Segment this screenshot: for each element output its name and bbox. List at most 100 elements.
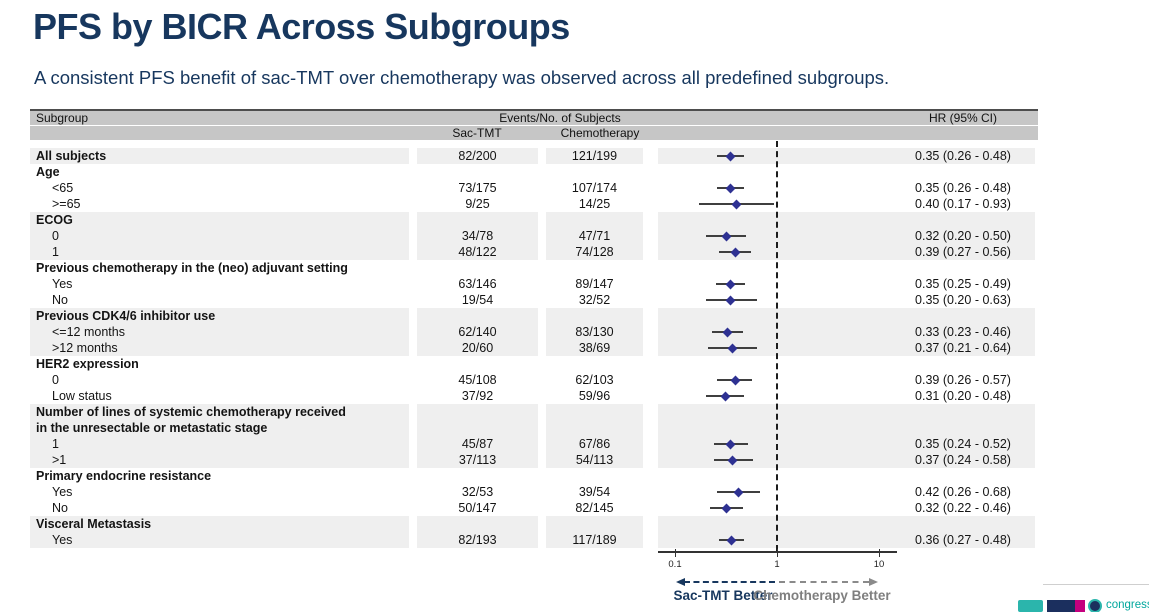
row-stripe (658, 404, 1035, 420)
row-stripe (30, 196, 409, 212)
table-row: Previous chemotherapy in the (neo) adjuv… (30, 260, 1038, 276)
row-stripe (417, 420, 538, 436)
table-row: Age (30, 164, 1038, 180)
table-row: Yes 63/146 89/147 0.35 (0.25 - 0.49) (30, 276, 1038, 292)
table-row: HER2 expression (30, 356, 1038, 372)
row-stripe (30, 420, 409, 436)
table-row: Visceral Metastasis (30, 516, 1038, 532)
subgroup-label: Previous CDK4/6 inhibitor use (36, 309, 216, 323)
subgroup-label: 0 (52, 229, 59, 243)
row-stripe (417, 228, 538, 244)
sac-tmt-events: 73/175 (458, 181, 497, 195)
esmo-congress-logo: congress (1016, 599, 1149, 612)
subgroup-label: <=12 months (52, 325, 125, 339)
row-stripe (30, 180, 409, 196)
row-stripe (546, 356, 643, 372)
arrowhead-left-icon (676, 578, 685, 586)
row-stripe (30, 340, 409, 356)
sac-tmt-events: 37/113 (458, 453, 497, 467)
logo-circle-icon (1088, 599, 1102, 612)
sac-tmt-events: 62/140 (458, 325, 497, 339)
sac-tmt-events: 48/122 (458, 245, 497, 259)
hr-ci-value: 0.31 (0.20 - 0.48) (915, 389, 1011, 403)
header-events: Events/No. of Subjects (499, 111, 621, 125)
row-stripe (546, 212, 643, 228)
table-row: Low status 37/92 59/96 0.31 (0.20 - 0.48) (30, 388, 1038, 404)
table-row: All subjects 82/200 121/199 0.35 (0.26 - 0.… (30, 148, 1038, 164)
label-sac-tmt-better: Sac-TMT Better (673, 588, 773, 603)
axis-tick (879, 549, 880, 557)
row-stripe (30, 164, 409, 180)
table-row: No 19/54 32/52 0.35 (0.20 - 0.63) (30, 292, 1038, 308)
row-stripe (546, 452, 643, 468)
chemotherapy-events: 47/71 (578, 229, 611, 243)
row-stripe (658, 452, 1035, 468)
row-stripe (30, 452, 409, 468)
row-stripe (417, 260, 538, 276)
row-stripe (30, 292, 409, 308)
row-stripe (417, 212, 538, 228)
row-stripe (546, 436, 643, 452)
forest-table: Subgroup Events/No. of Subjects HR (95% … (30, 109, 1038, 579)
divider (1043, 584, 1149, 585)
row-stripe (546, 164, 643, 180)
table-row: >=65 9/25 14/25 0.40 (0.17 - 0.93) (30, 196, 1038, 212)
x-axis-line (658, 551, 897, 553)
chemotherapy-events: 54/113 (575, 453, 614, 467)
row-stripe (417, 452, 538, 468)
row-stripe (30, 228, 409, 244)
table-row: ECOG (30, 212, 1038, 228)
table-header-row-2: Sac-TMT Chemotherapy (30, 126, 1038, 140)
row-stripe (417, 532, 538, 548)
sac-tmt-events: 32/53 (461, 485, 494, 499)
row-stripe (546, 532, 643, 548)
table-row: >12 months 20/60 38/69 0.37 (0.21 - 0.64) (30, 340, 1038, 356)
subgroup-label: Number of lines of systemic chemotherapy… (36, 405, 346, 419)
hr-ci-value: 0.37 (0.24 - 0.58) (915, 453, 1011, 467)
chemotherapy-events: 121/199 (571, 149, 618, 163)
table-row: 1 45/87 67/86 0.35 (0.24 - 0.52) (30, 436, 1038, 452)
row-stripe (658, 340, 1035, 356)
row-stripe (658, 148, 1035, 164)
chemotherapy-events: 38/69 (578, 341, 611, 355)
hr-ci-value: 0.35 (0.26 - 0.48) (915, 181, 1011, 195)
row-stripe (546, 260, 643, 276)
row-stripe (30, 436, 409, 452)
row-stripe (546, 404, 643, 420)
hr-ci-value: 0.35 (0.24 - 0.52) (915, 437, 1011, 451)
chemotherapy-events: 14/25 (578, 197, 611, 211)
chemotherapy-events: 32/52 (578, 293, 611, 307)
row-stripe (417, 436, 538, 452)
subgroup-label: Visceral Metastasis (36, 517, 152, 531)
row-stripe (417, 244, 538, 260)
row-stripe (30, 516, 409, 532)
header-hr: HR (95% CI) (928, 111, 998, 125)
row-stripe (30, 324, 409, 340)
axis-tick-label: 0.1 (668, 559, 682, 570)
row-stripe (30, 372, 409, 388)
table-row: Number of lines of systemic chemotherapy… (30, 404, 1038, 420)
sac-tmt-events: 34/78 (461, 229, 494, 243)
table-row: in the unresectable or metastatic stage (30, 420, 1038, 436)
logo-congress-text: congress (1106, 599, 1149, 611)
table-row: Yes 32/53 39/54 0.42 (0.26 - 0.68) (30, 484, 1038, 500)
axis-tick-label: 1 (774, 559, 780, 570)
subgroup-label: >12 months (52, 341, 118, 355)
chemotherapy-events: 39/54 (578, 485, 611, 499)
row-stripe (658, 260, 1035, 276)
page-title: PFS by BICR Across Subgroups (33, 6, 570, 47)
arrow-left-dashed (684, 581, 775, 583)
row-stripe (30, 212, 409, 228)
subgroup-label: ECOG (36, 213, 73, 227)
row-stripe (417, 308, 538, 324)
slide-subtitle: A consistent PFS benefit of sac-TMT over… (34, 67, 890, 88)
hr-ci-value: 0.39 (0.26 - 0.57) (915, 373, 1011, 387)
row-stripe (658, 468, 1035, 484)
sac-tmt-events: 9/25 (465, 197, 490, 211)
row-stripe (417, 340, 538, 356)
row-stripe (658, 516, 1035, 532)
row-stripe (417, 324, 538, 340)
row-stripe (30, 148, 409, 164)
row-stripe (30, 244, 409, 260)
